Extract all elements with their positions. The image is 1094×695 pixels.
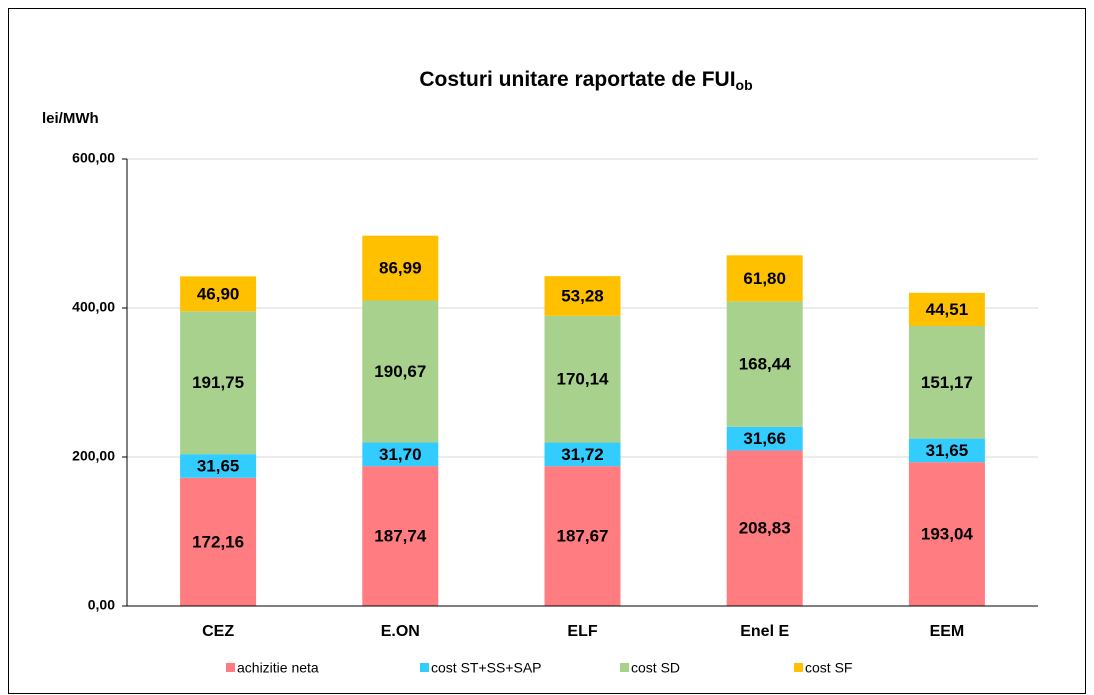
data-label: 151,17	[921, 373, 973, 392]
y-axis-label: lei/MWh	[42, 110, 99, 127]
bar-segment	[908, 325, 985, 439]
legend-label: cost ST+SS+SAP	[431, 660, 542, 676]
bar-segment	[362, 466, 439, 606]
bar-segment	[180, 276, 257, 312]
x-tick-label: E.ON	[381, 623, 420, 640]
bar-segment	[180, 311, 257, 455]
legend-swatch	[794, 663, 803, 672]
y-tick-label: 200,00	[72, 448, 115, 464]
data-label: 172,16	[192, 532, 244, 551]
chart-title: Costuri unitare raportate de FUIob	[419, 68, 752, 93]
chart-title-subscript: ob	[736, 77, 753, 93]
data-label: 44,51	[926, 300, 969, 319]
legend-label: cost SD	[631, 660, 680, 676]
data-label: 187,74	[374, 527, 427, 546]
data-label: 193,04	[921, 525, 974, 544]
data-label: 190,67	[374, 362, 426, 381]
bar-segment	[908, 292, 985, 326]
data-label: 191,75	[192, 373, 244, 392]
legend-label: cost SF	[805, 660, 852, 676]
legend-swatch	[420, 663, 429, 672]
data-label: 187,67	[557, 527, 609, 546]
legend-label: achizitie neta	[237, 660, 319, 676]
data-label: 208,83	[739, 519, 791, 538]
y-tick-label: 0,00	[88, 597, 115, 613]
data-label: 31,70	[379, 445, 422, 464]
bar-segment	[180, 454, 257, 478]
bar-segment	[362, 300, 439, 443]
data-label: 61,80	[743, 269, 786, 288]
data-label: 86,99	[379, 259, 422, 278]
data-label: 31,72	[561, 445, 604, 464]
bar-segment	[726, 450, 803, 606]
bar-segment	[726, 255, 803, 302]
bar-segment	[726, 301, 803, 427]
legend-swatch	[226, 663, 235, 672]
bar-segment	[544, 442, 621, 467]
x-tick-label: EEM	[930, 623, 965, 640]
x-tick-label: CEZ	[202, 623, 234, 640]
data-label: 46,90	[197, 284, 240, 303]
bar-segment	[908, 462, 985, 606]
y-tick-label: 400,00	[72, 299, 115, 315]
bar-segment	[908, 438, 985, 463]
x-tick-label: ELF	[567, 623, 597, 640]
bar-segment	[362, 442, 439, 467]
data-label: 170,14	[557, 370, 610, 389]
bar-segment	[180, 477, 257, 606]
x-tick-label: Enel E	[740, 623, 789, 640]
data-label: 31,65	[197, 456, 240, 475]
data-label: 31,66	[743, 429, 786, 448]
bar-segment	[544, 276, 621, 316]
bar-segment	[544, 466, 621, 606]
legend-swatch	[620, 663, 629, 672]
chart-title-main: Costuri unitare raportate de FUI	[419, 68, 735, 91]
data-label: 31,65	[926, 441, 969, 460]
bar-segment	[544, 315, 621, 443]
bar-segment	[362, 235, 439, 301]
data-label: 53,28	[561, 286, 604, 305]
data-label: 168,44	[739, 355, 792, 374]
bar-segment	[726, 426, 803, 451]
y-tick-label: 600,00	[72, 150, 115, 166]
